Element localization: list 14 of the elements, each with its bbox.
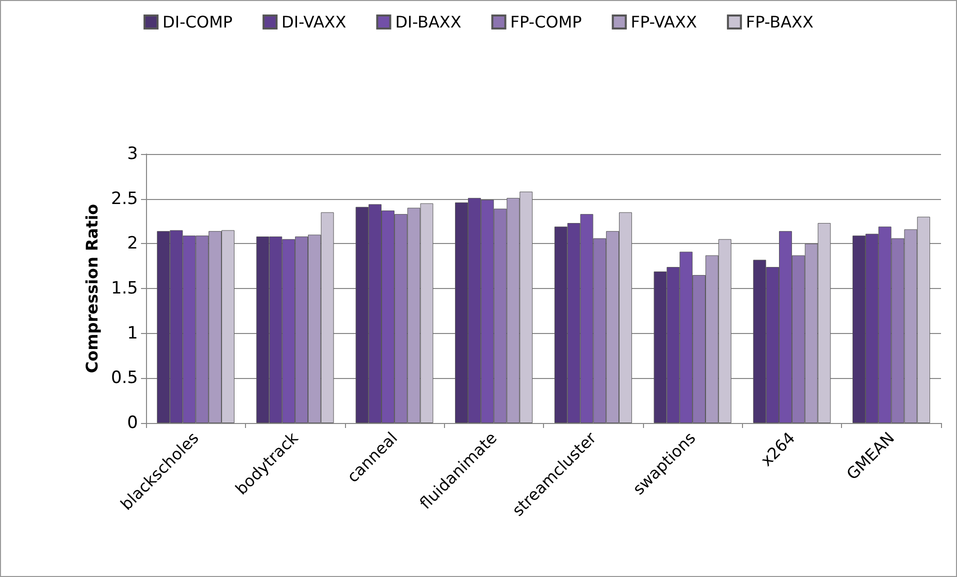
y-tick-label: 2 bbox=[127, 234, 138, 254]
y-tick-label: 2.5 bbox=[110, 188, 138, 209]
legend-label: FP-BAXX bbox=[746, 12, 814, 32]
legend-label: FP-COMP bbox=[510, 12, 582, 32]
y-tick-label: 1.5 bbox=[110, 278, 138, 298]
legend-label: FP-VAXX bbox=[630, 12, 697, 32]
y-tick-label: 1 bbox=[127, 323, 138, 344]
y-tick-label: 0.5 bbox=[110, 368, 138, 388]
y-axis-title: Compression Ratio bbox=[82, 204, 102, 374]
legend-label: DI-COMP bbox=[162, 12, 233, 32]
y-tick-label: 0 bbox=[127, 413, 138, 433]
y-tick-label: 3 bbox=[127, 144, 138, 164]
legend-label: DI-BAXX bbox=[395, 12, 462, 32]
legend-label: DI-VAXX bbox=[282, 12, 346, 32]
